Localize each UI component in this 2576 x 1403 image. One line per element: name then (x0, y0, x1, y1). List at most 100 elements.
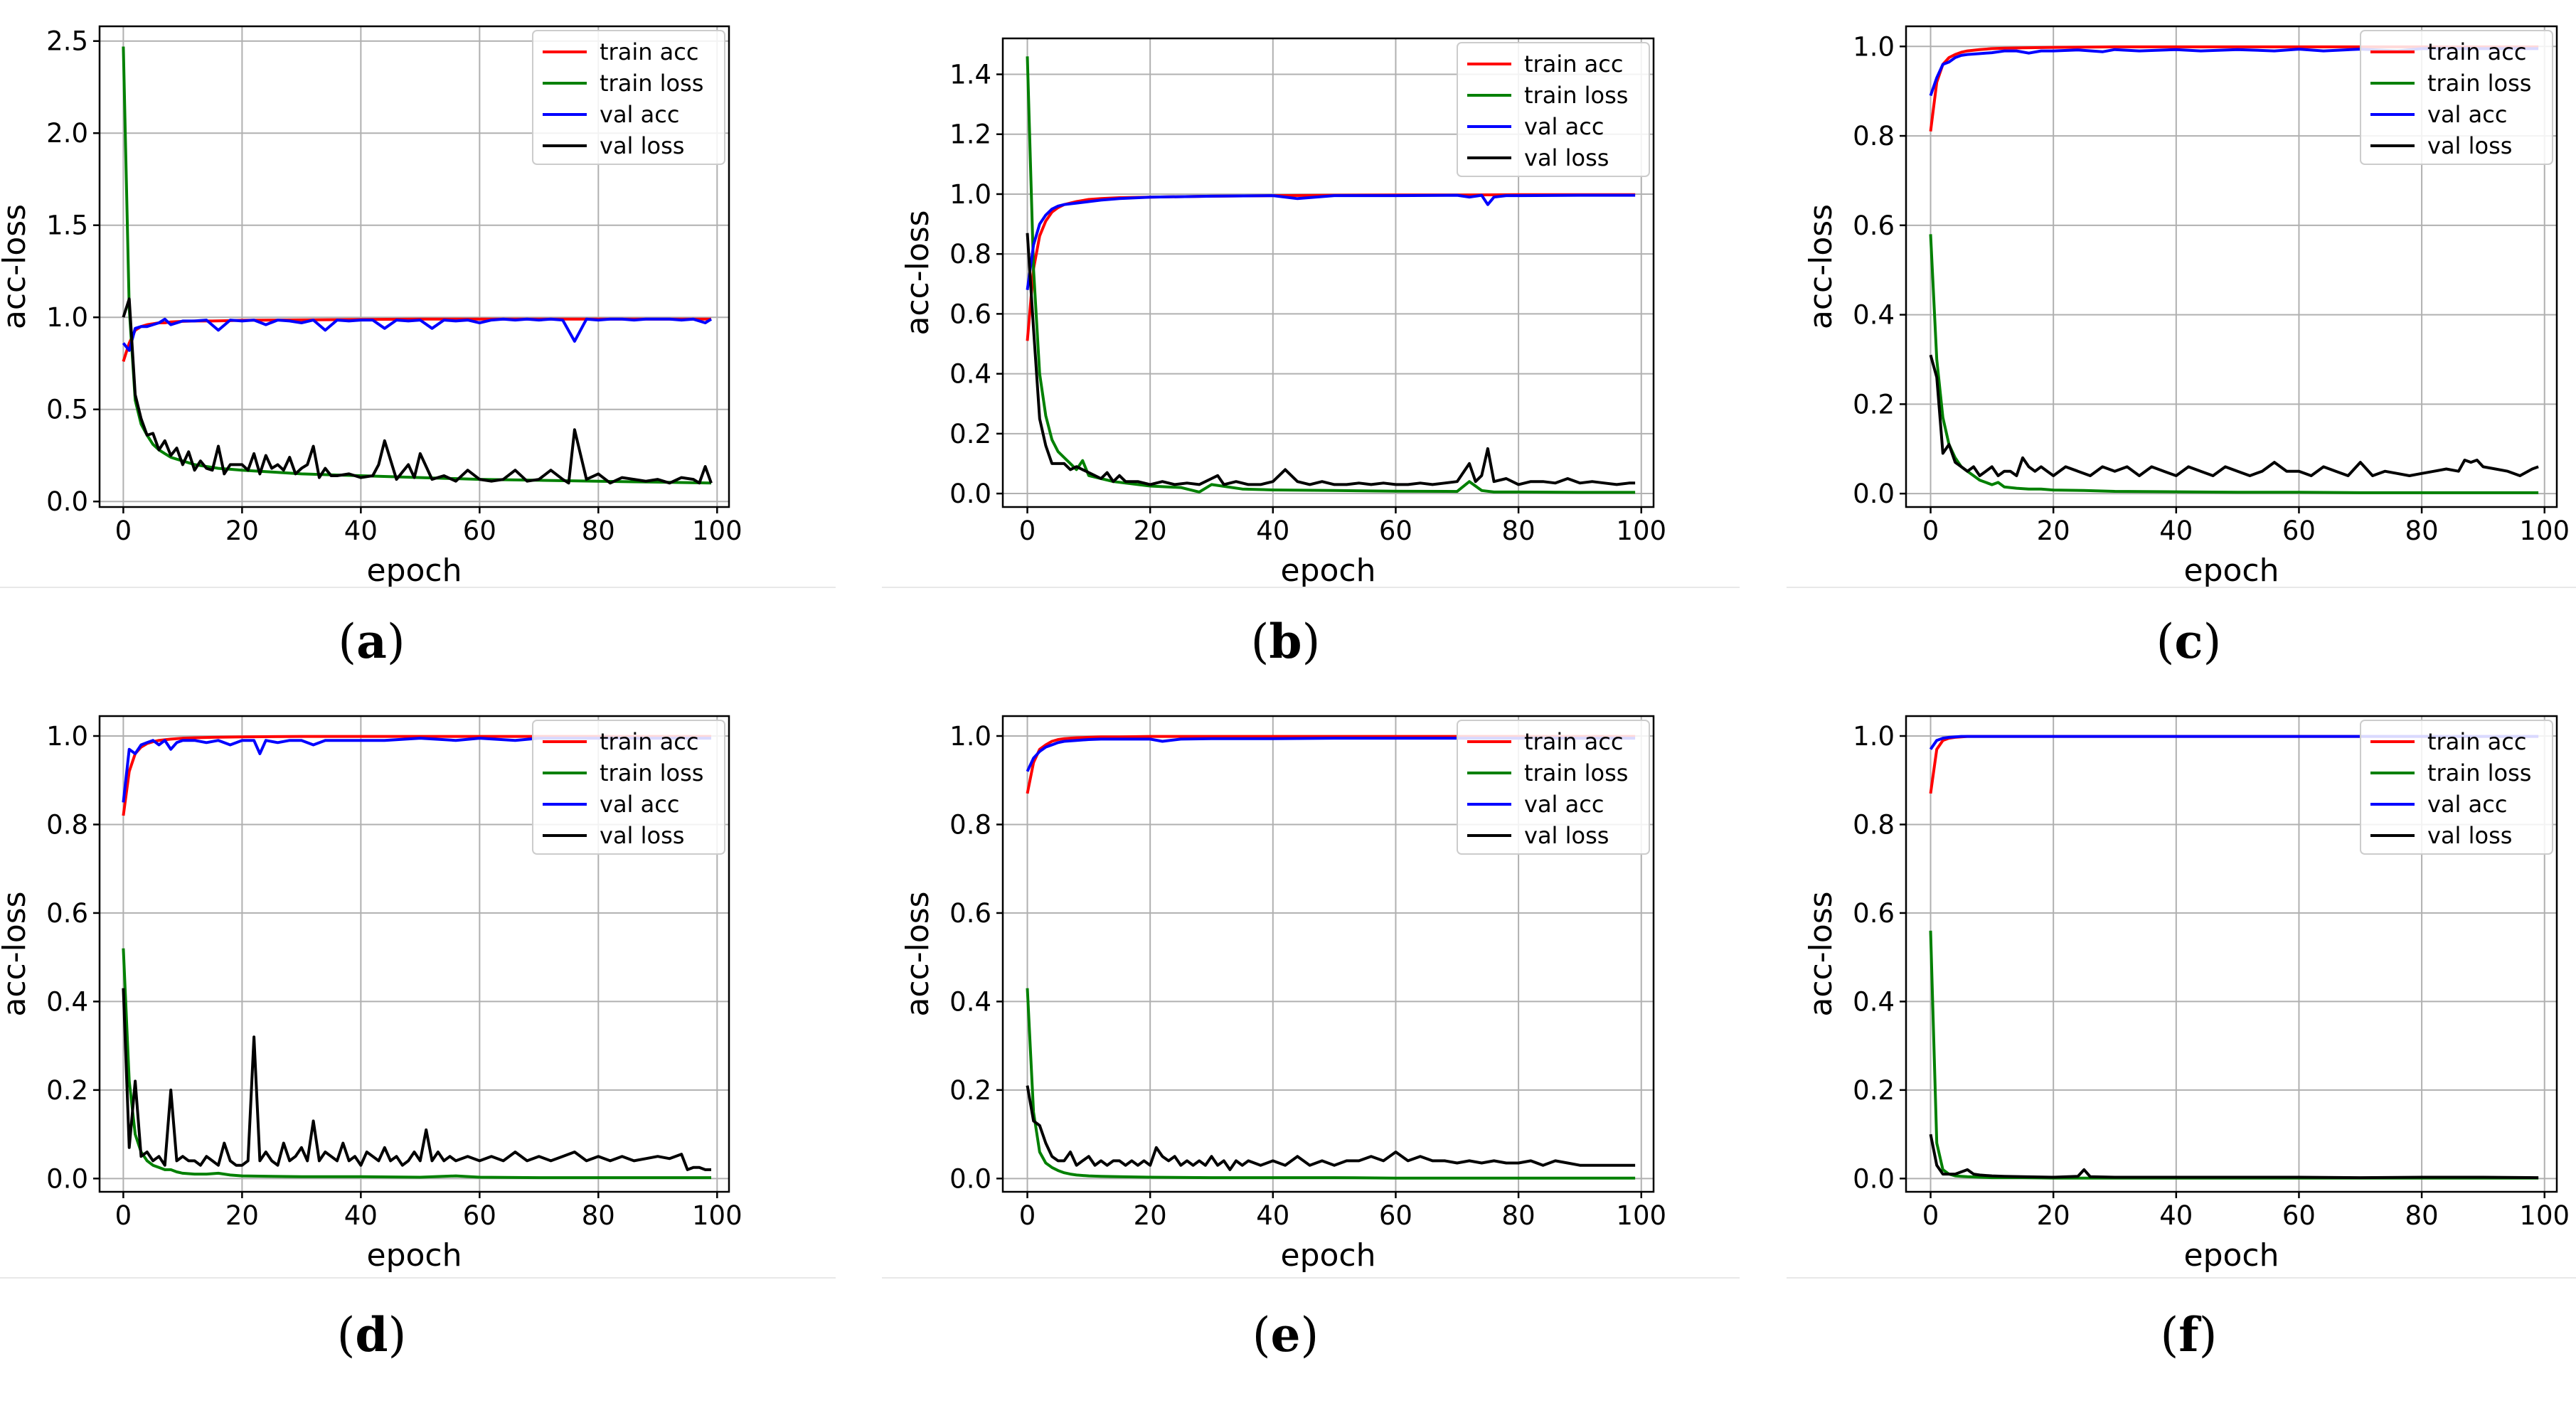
x-tick-label: 100 (692, 516, 743, 546)
x-tick-label: 20 (1134, 516, 1167, 546)
x-tick-label: 20 (225, 1200, 259, 1231)
y-tick-label: 0.4 (949, 986, 991, 1017)
y-tick-label: 0.6 (46, 898, 88, 929)
legend-box (1457, 42, 1650, 177)
caption-paren-open: ( (337, 1308, 356, 1362)
x-tick-label: 80 (1502, 1200, 1536, 1231)
legend-label: train loss (2427, 70, 2531, 97)
y-axis-label: acc-loss (1803, 204, 1839, 329)
legend-label: train loss (600, 759, 703, 786)
series-line-val-acc (1929, 47, 2539, 97)
legend: train acc train loss val acc val loss (2360, 30, 2553, 165)
series-line-train-loss (1026, 56, 1636, 494)
plot-frame (1001, 715, 1655, 1193)
series-line-val-acc (122, 317, 713, 352)
legend-box (532, 30, 725, 165)
x-tick-label: 60 (463, 1200, 496, 1231)
caption-paren-open: ( (2161, 1308, 2179, 1362)
legend-box (1457, 720, 1650, 855)
y-tick-label: 0.0 (46, 1163, 88, 1194)
caption-paren-open: ( (2156, 614, 2175, 669)
chart-panel: 0 20 40 60 80 100 0.0 0.2 0.4 0.6 0.8 1.0 1.2 1.4 epoc… (882, 37, 1740, 669)
legend-label: train acc (2427, 38, 2526, 65)
series-line-val-loss (1929, 1133, 2539, 1180)
plot-frame (1905, 715, 2558, 1193)
chart-panel: 0 20 40 60 80 100 0.0 0.2 0.4 0.6 0.8 1.0 epoch acc-l… (1787, 25, 2576, 669)
y-tick-label: 0.4 (949, 359, 991, 390)
legend-label: train loss (1524, 82, 1628, 109)
series-line-val-loss (1929, 354, 2539, 477)
legend-label: val acc (2427, 101, 2507, 128)
y-tick-label: 1.4 (949, 60, 991, 90)
x-tick-label: 0 (115, 516, 132, 546)
legend: train acc train loss val acc val loss (2360, 720, 2553, 855)
x-tick-label: 0 (115, 1200, 132, 1231)
x-tick-label: 40 (344, 516, 378, 546)
x-tick-label: 60 (2282, 516, 2316, 546)
x-tick-label: 40 (1256, 516, 1289, 546)
y-tick-label: 0.6 (1853, 898, 1895, 929)
legend: train acc train loss val acc val loss (532, 30, 725, 165)
panel-caption: (c) (2156, 614, 2222, 669)
y-axis-label: acc-loss (0, 891, 33, 1016)
caption-letter: a (356, 614, 387, 669)
caption-paren-close: ) (2199, 1308, 2218, 1362)
y-tick-label: 0.4 (1853, 986, 1895, 1017)
legend-label: val loss (2427, 132, 2512, 159)
x-tick-label: 100 (2519, 516, 2570, 546)
y-tick-label: 1.0 (46, 721, 88, 752)
legend-label: val acc (1524, 791, 1604, 818)
y-axis-label: acc-loss (1803, 891, 1839, 1016)
y-tick-label: 0.0 (46, 486, 88, 517)
x-tick-label: 60 (2282, 1200, 2316, 1231)
legend-box (532, 720, 725, 855)
y-tick-label: 1.5 (46, 210, 88, 241)
y-tick-label: 0.8 (46, 809, 88, 840)
plot-frame (98, 715, 730, 1193)
y-tick-label: 0.4 (46, 986, 88, 1017)
chart-panel: 0 20 40 60 80 100 0.0 0.2 0.4 0.6 0.8 1.0 epoch acc-l… (0, 715, 836, 1362)
plot-frame (98, 25, 730, 508)
chart-panel: 0 20 40 60 80 100 0.0 0.5 1.0 1.5 2.0 2.5 epoch acc-l… (0, 25, 836, 669)
y-axis-label: acc-loss (0, 204, 33, 329)
plot-frame (1905, 25, 2558, 508)
y-tick-label: 0.6 (949, 898, 991, 929)
caption-letter: b (1269, 614, 1302, 669)
x-tick-label: 20 (2037, 1200, 2070, 1231)
series-line-val-loss (122, 297, 713, 485)
legend-label: train loss (1524, 759, 1628, 786)
legend: train acc train loss val acc val loss (532, 720, 725, 855)
y-tick-label: 1.2 (949, 119, 991, 150)
x-tick-label: 0 (1922, 516, 1939, 546)
series-line-val-loss (122, 988, 711, 1171)
y-tick-label: 0.2 (46, 1075, 88, 1106)
legend-label: val acc (600, 791, 679, 818)
series-line-train-acc (1929, 45, 2539, 132)
legend-label: train loss (600, 70, 703, 97)
legend-label: val acc (2427, 791, 2507, 818)
legend-label: train acc (1524, 728, 1623, 755)
caption-paren-open: ( (338, 614, 356, 669)
y-tick-label: 1.0 (949, 179, 991, 210)
series-line-train-acc (1026, 735, 1636, 794)
y-tick-label: 0.0 (1853, 1163, 1895, 1194)
caption-paren-open: ( (1251, 614, 1270, 669)
x-tick-label: 80 (2405, 516, 2439, 546)
legend-label: train acc (2427, 728, 2526, 755)
x-tick-label: 40 (344, 1200, 378, 1231)
series-line-val-acc (122, 737, 711, 803)
series-line-train-loss (122, 948, 711, 1180)
legend: train acc train loss val acc val loss (1457, 42, 1650, 177)
x-tick-label: 60 (1379, 1200, 1412, 1231)
series-line-val-acc (1026, 193, 1636, 290)
x-tick-label: 80 (2405, 1200, 2439, 1231)
y-tick-label: 0.8 (1853, 809, 1895, 840)
legend-label: val acc (600, 101, 679, 128)
caption-letter: f (2178, 1307, 2201, 1362)
y-tick-label: 0.0 (949, 479, 991, 509)
series-line-train-loss (1026, 988, 1636, 1180)
plot-frame (1001, 37, 1655, 508)
y-tick-label: 1.0 (949, 721, 991, 752)
y-tick-label: 2.0 (46, 118, 88, 149)
